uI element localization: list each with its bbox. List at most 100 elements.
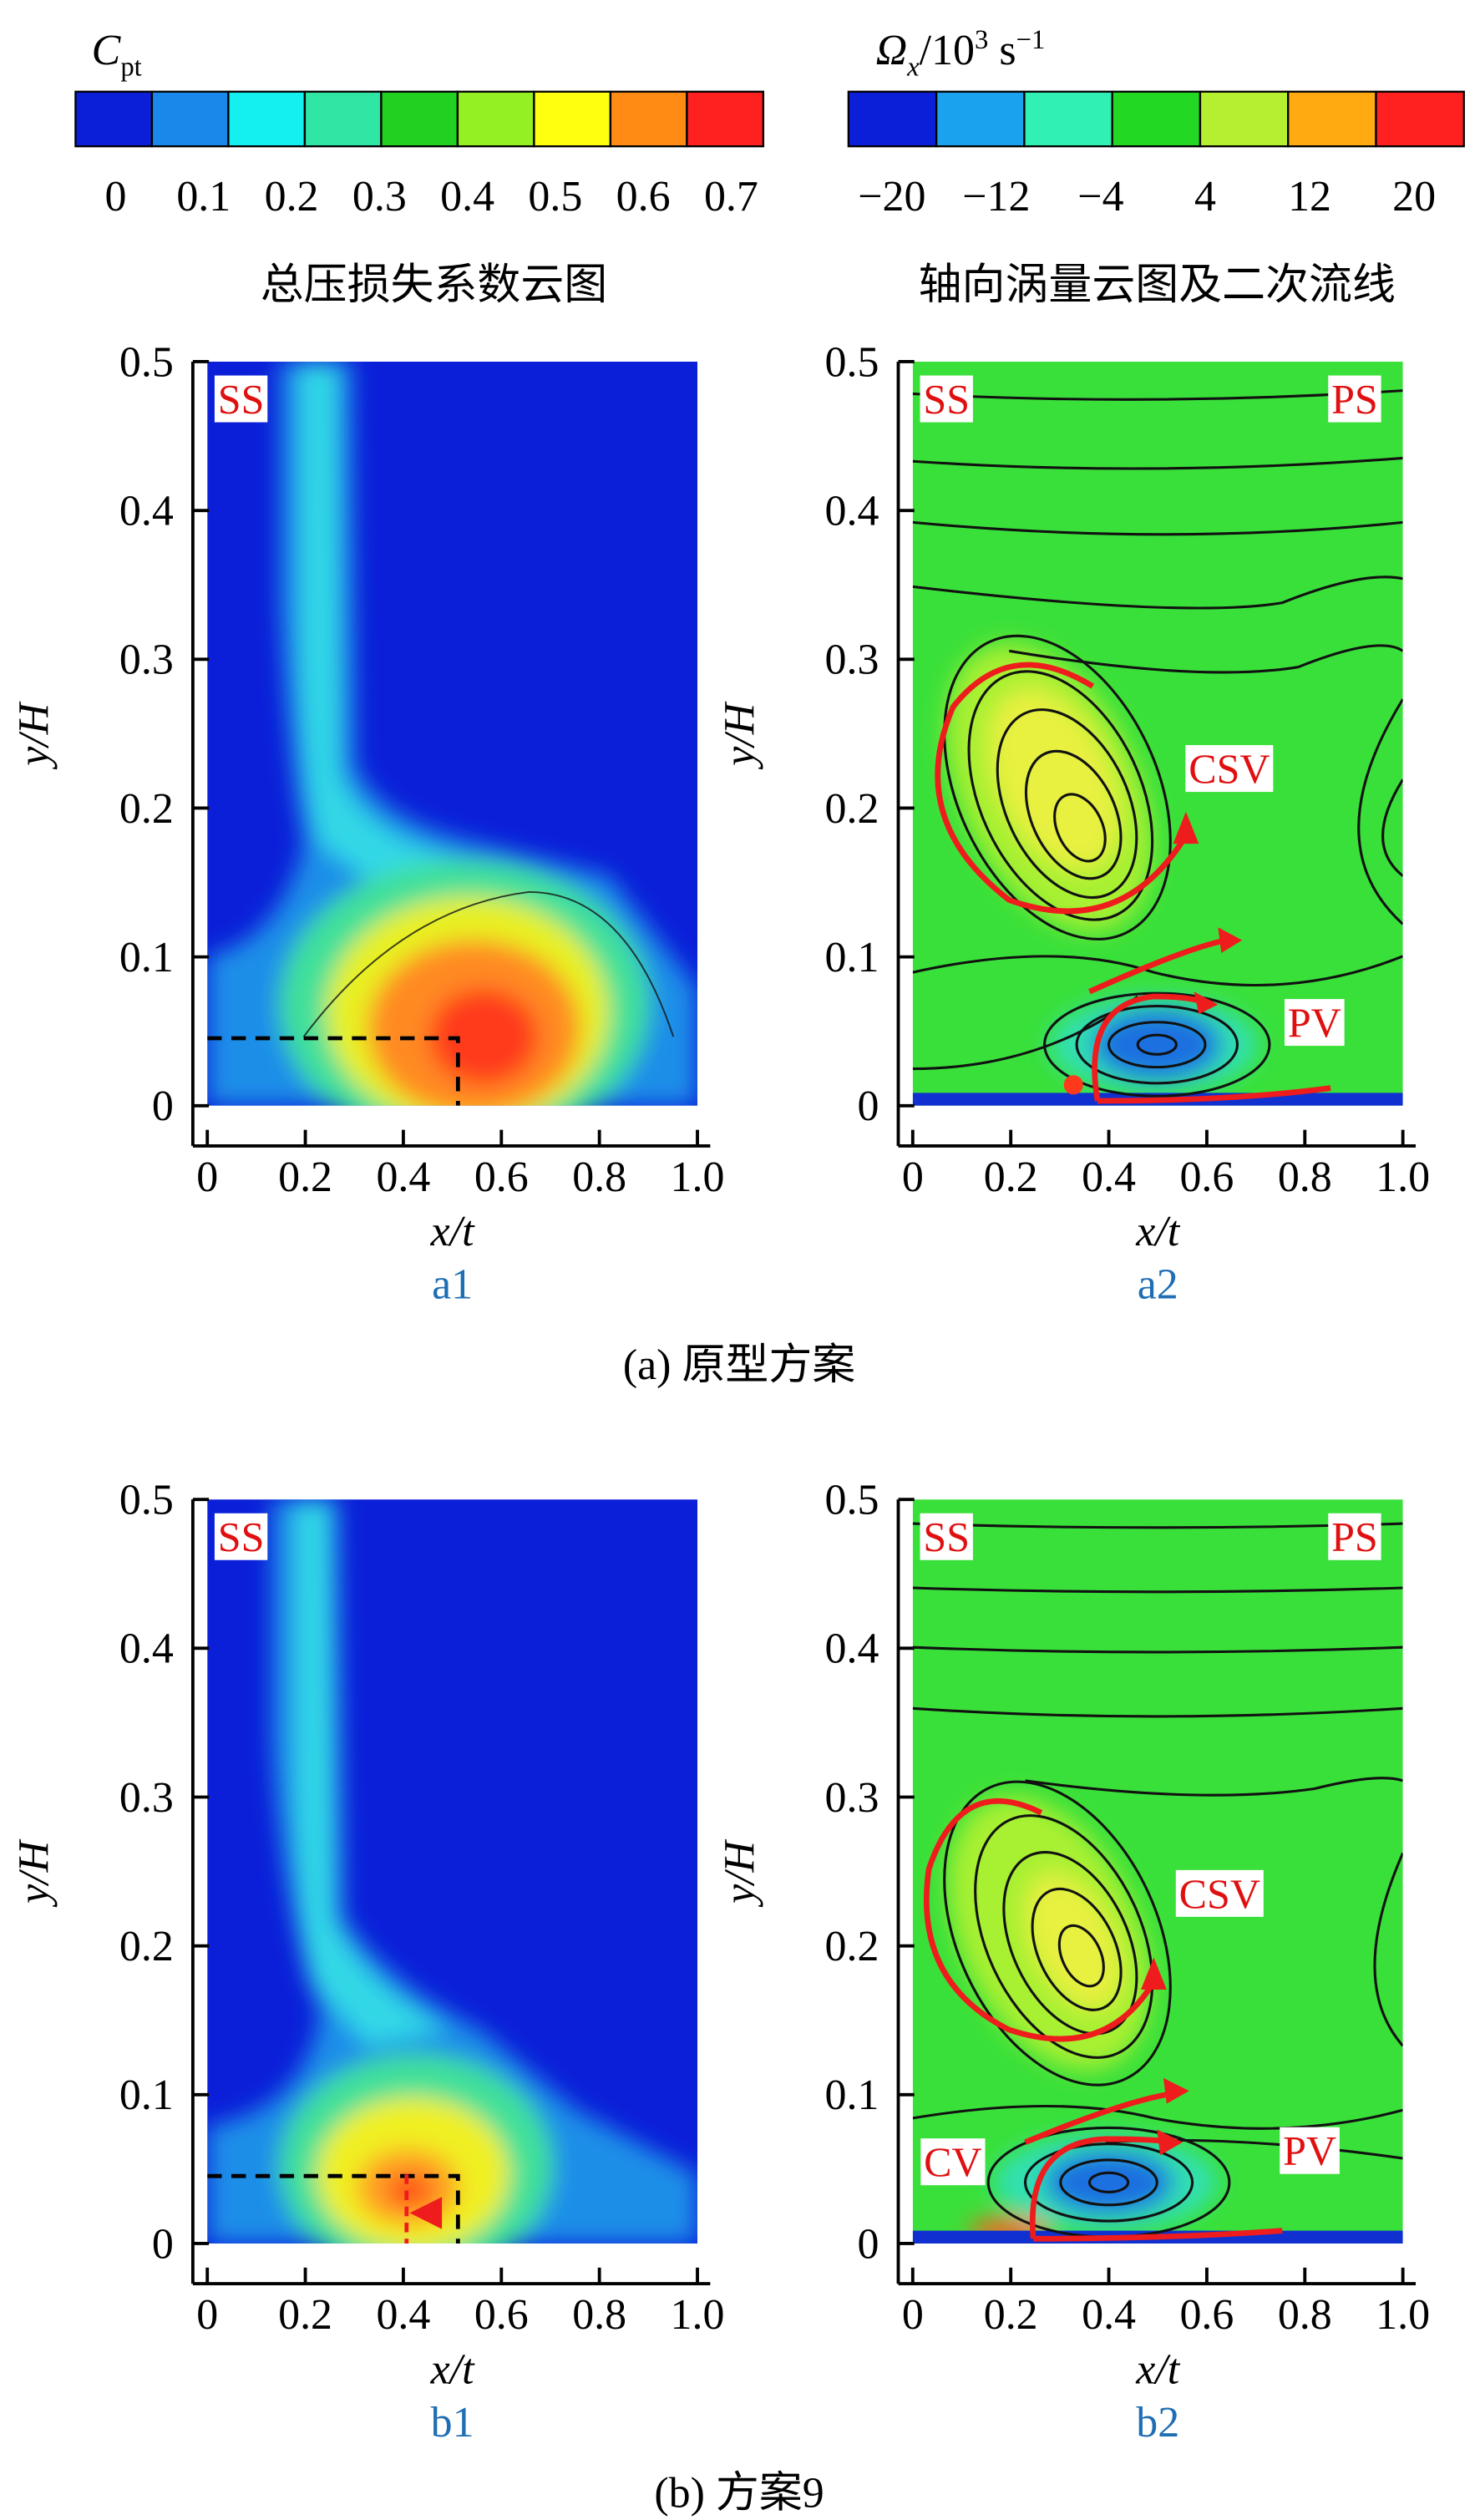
annotation: SS: [218, 1514, 265, 1560]
colorbar-tick-label: 20: [1392, 173, 1436, 221]
y-tick-label: 0.4: [119, 487, 174, 535]
x-tick-label: 0.6: [474, 2291, 529, 2339]
y-tick-label: 0.1: [825, 2071, 879, 2119]
annotation: PS: [1331, 1514, 1378, 1560]
y-tick-label: 0.4: [119, 1625, 174, 1673]
x-tick-label: 0.4: [1082, 1154, 1136, 1201]
y-tick-label: 0.4: [825, 487, 879, 535]
annotation-box: [1175, 1869, 1264, 1917]
contour-field: [912, 1499, 1403, 2244]
y-tick-label: 0.2: [825, 785, 879, 833]
y-tick-label: 0: [857, 1083, 879, 1130]
x-axis-label: x/t: [1135, 2345, 1180, 2393]
x-tick-label: 0.4: [376, 2291, 430, 2339]
colorbar-title: Ωx/103 s−1: [876, 25, 1046, 83]
colorbar-swatch: [303, 90, 383, 148]
y-tick-label: 0: [857, 2220, 879, 2268]
x-tick-label: 0.6: [1179, 1154, 1234, 1201]
annotation-box: [214, 1513, 268, 1560]
colorbar-swatch: [456, 90, 535, 148]
colorbar-tick-label: 4: [1194, 173, 1216, 221]
colorbar-tick-label: −4: [1077, 173, 1123, 221]
x-tick-label: 0.2: [278, 2291, 332, 2339]
x-axis-label: x/t: [430, 1208, 475, 1255]
y-tick-label: 0.5: [119, 1476, 174, 1524]
x-tick-label: 0.6: [1179, 2291, 1234, 2339]
x-axis-label: x/t: [1135, 1208, 1180, 1255]
y-axis-label: y/H: [716, 1839, 763, 1908]
y-tick-label: 0.2: [119, 785, 174, 833]
colorbar-swatch: [935, 90, 1026, 148]
colorbar-tick-label: −12: [962, 173, 1030, 221]
annotation-box: [214, 375, 268, 423]
x-tick-label: 0.2: [984, 2291, 1038, 2339]
annotation: SS: [218, 376, 265, 423]
y-tick-label: 0.5: [825, 1476, 879, 1524]
x-tick-label: 1.0: [671, 1154, 725, 1201]
panel-label: a2: [1138, 1261, 1178, 1309]
x-tick-label: 0: [196, 1154, 218, 1201]
x-tick-label: 0.2: [278, 1154, 332, 1201]
figure-caption: (a) 原型方案: [623, 1341, 855, 1389]
y-tick-label: 0.1: [119, 934, 174, 981]
colorbar-tick-label: 0.3: [352, 173, 407, 221]
panel-label: b1: [431, 2399, 474, 2446]
colorbar-tick-label: 0.4: [440, 173, 494, 221]
y-tick-label: 0.2: [825, 1923, 879, 1970]
colorbar-swatch: [533, 90, 612, 148]
streamlines: [912, 389, 1403, 1098]
annotation-box: [1328, 1513, 1381, 1560]
y-tick-label: 0.1: [119, 2071, 174, 2119]
annotation-box: [1285, 999, 1345, 1047]
x-tick-label: 1.0: [671, 2291, 725, 2339]
colorbar-swatch: [1287, 90, 1377, 148]
x-tick-label: 0.8: [1278, 1154, 1332, 1201]
colorbar-tick-label: 0.6: [616, 173, 671, 221]
annotation-box: [1185, 745, 1274, 793]
y-tick-label: 0.3: [825, 1774, 879, 1822]
colorbar-swatch: [1199, 90, 1290, 148]
colorbar-swatch: [150, 90, 230, 148]
colorbar-swatch: [380, 90, 459, 148]
contour-field: [912, 361, 1403, 1106]
contour-field: [207, 361, 698, 1106]
colorbar-tick-label: 0.7: [704, 173, 758, 221]
colorbar-tick-label: −20: [858, 173, 925, 221]
y-tick-label: 0.5: [825, 338, 879, 386]
x-axis-label: x/t: [430, 2345, 475, 2393]
colorbar-swatch: [1023, 90, 1113, 148]
colorbar-caption: 轴向涡量云图及二次流线: [919, 261, 1396, 309]
y-tick-label: 0.4: [825, 1625, 879, 1673]
annotation: CSV: [1189, 745, 1270, 792]
x-tick-label: 0.8: [572, 1154, 626, 1201]
annotation-box: [920, 2138, 986, 2186]
x-tick-label: 0.6: [474, 1154, 529, 1201]
colorbar-swatch: [609, 90, 688, 148]
colorbar-tick-label: 0.5: [528, 173, 582, 221]
colorbar-caption: 总压损失系数云图: [261, 261, 608, 309]
annotation-box: [920, 375, 973, 423]
annotation: PS: [1331, 376, 1378, 423]
x-tick-label: 0: [196, 2291, 218, 2339]
y-tick-label: 0.3: [119, 636, 174, 684]
panel-label: b2: [1136, 2399, 1179, 2446]
annotation: PV: [1288, 999, 1341, 1046]
x-tick-label: 0.8: [1278, 2291, 1332, 2339]
colorbar-swatch: [74, 90, 154, 148]
contour-field: [207, 1499, 698, 2244]
annotation-box: [920, 1513, 973, 1560]
x-tick-label: 0.8: [572, 2291, 626, 2339]
y-axis-label: y/H: [716, 701, 763, 769]
figure-caption: (b) 方案9: [654, 2470, 824, 2517]
y-tick-label: 0.1: [825, 934, 879, 981]
x-tick-label: 1.0: [1376, 1154, 1430, 1201]
colorbar-swatch: [1111, 90, 1202, 148]
annotation: CSV: [1179, 1870, 1260, 1917]
y-axis-label: y/H: [11, 1839, 58, 1908]
streamlines: [912, 1522, 1403, 2239]
x-tick-label: 0.4: [376, 1154, 430, 1201]
annotation-box: [1280, 2127, 1340, 2174]
x-tick-label: 0: [902, 2291, 924, 2339]
